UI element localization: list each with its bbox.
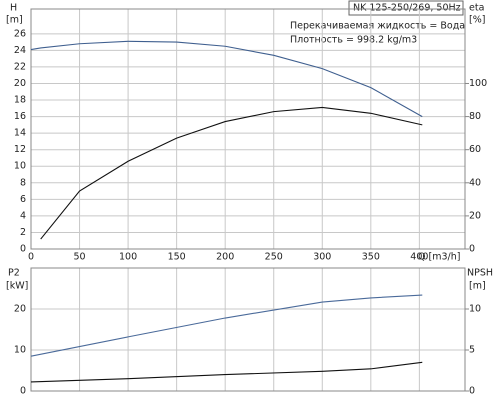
y-tick-label: 4 bbox=[20, 210, 26, 221]
plot-frame bbox=[30, 267, 466, 392]
x-tick-label: 150 bbox=[168, 252, 186, 263]
y-tick-label: 14 bbox=[14, 128, 26, 139]
x-tick-label: 350 bbox=[362, 252, 380, 263]
x-tick-label: 300 bbox=[313, 252, 331, 263]
y2-axis-unit: [m] bbox=[469, 281, 486, 292]
y-axis-unit: [kW] bbox=[6, 281, 28, 292]
y-axis-unit: [m] bbox=[6, 15, 23, 26]
y-tick-label: 10 bbox=[14, 345, 26, 356]
x-tick-label: 200 bbox=[216, 252, 234, 263]
title-box bbox=[348, 0, 464, 16]
y-tick-label: 20 bbox=[14, 304, 26, 315]
curve bbox=[30, 40, 423, 118]
x-tick-label: 50 bbox=[73, 252, 85, 263]
annotation: Перекачиваемая жидкость = Вода bbox=[290, 21, 465, 32]
y-tick-label: 6 bbox=[20, 194, 26, 205]
curve bbox=[40, 106, 423, 240]
y2-tick-label: 5 bbox=[469, 345, 475, 356]
x-tick-label: 100 bbox=[119, 252, 137, 263]
y-tick-label: 2 bbox=[20, 227, 26, 238]
y-tick-label: 16 bbox=[14, 111, 26, 122]
x-tick-label: 0 bbox=[28, 252, 34, 263]
y-tick-label: 0 bbox=[20, 386, 26, 397]
y2-tick-label: 10 bbox=[469, 304, 481, 315]
y2-tick-label: 20 bbox=[469, 210, 481, 221]
y2-tick-label: 60 bbox=[469, 144, 481, 155]
y2-axis-title: NPSH bbox=[467, 268, 493, 279]
curve bbox=[30, 361, 423, 383]
y-tick-label: 18 bbox=[14, 95, 26, 106]
y2-tick-label: 0 bbox=[469, 386, 475, 397]
y-tick-label: 20 bbox=[14, 78, 26, 89]
y2-tick-label: 0 bbox=[469, 244, 475, 255]
y2-tick-label: 100 bbox=[469, 78, 487, 89]
x-axis-title: Q [m3/h] bbox=[418, 252, 460, 263]
chart-title: NK 125-250/269, 50Hz bbox=[353, 3, 461, 14]
y2-tick-label: 40 bbox=[469, 177, 481, 188]
y-tick-label: 10 bbox=[14, 161, 26, 172]
x-tick-label: 400 bbox=[410, 252, 428, 263]
curve bbox=[30, 294, 423, 357]
y-tick-label: 0 bbox=[20, 244, 26, 255]
x-tick-label: 250 bbox=[265, 252, 283, 263]
y-axis-title: H bbox=[10, 3, 17, 14]
y-tick-label: 24 bbox=[14, 45, 26, 56]
y-tick-label: 12 bbox=[14, 144, 26, 155]
y-tick-label: 22 bbox=[14, 61, 26, 72]
annotation: Плотность = 998.2 kg/m3 bbox=[290, 35, 417, 46]
y2-axis-unit: [%] bbox=[469, 15, 485, 26]
y-axis-title: P2 bbox=[8, 268, 20, 279]
y-tick-label: 26 bbox=[14, 28, 26, 39]
y2-axis-title: eta bbox=[469, 3, 484, 14]
y2-tick-label: 80 bbox=[469, 111, 481, 122]
plot-frame bbox=[30, 8, 466, 250]
y-tick-label: 8 bbox=[20, 177, 26, 188]
